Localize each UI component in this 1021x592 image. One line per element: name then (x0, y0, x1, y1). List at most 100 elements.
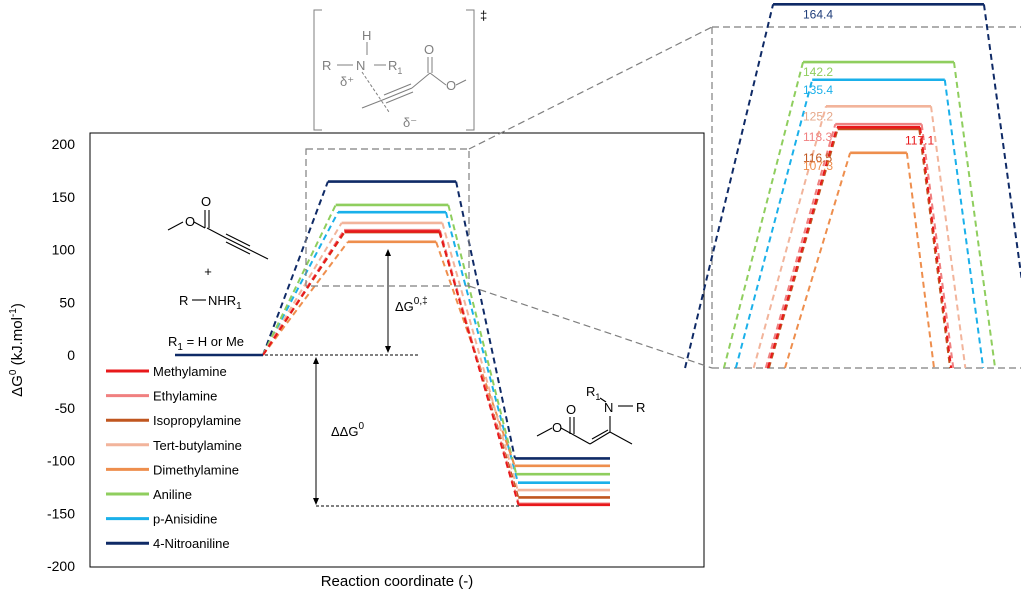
product-ester-o: O (552, 420, 562, 435)
zoom-region-box (305, 148, 470, 287)
r1-definition: R1 = H or Me (168, 334, 244, 353)
inset-fall (952, 61, 997, 369)
profile-aniline (262, 203, 610, 476)
profile-rise (262, 204, 337, 356)
profile-dimethylamine (262, 240, 610, 468)
y-tick-label: 0 (67, 347, 75, 363)
inset-rise (764, 123, 837, 369)
inset-profile-isopropylamine (767, 127, 952, 369)
inset-rise (722, 61, 804, 369)
inset-profile-aniline (722, 60, 997, 369)
inset-rise (767, 128, 839, 369)
plot-frame (89, 132, 705, 568)
profile-tert-butylamine (262, 221, 610, 492)
inset-rise (784, 152, 852, 369)
ts-ester-o: O (446, 78, 456, 93)
inset-fall (918, 128, 952, 369)
profile-4-nitroaniline (262, 180, 610, 460)
ts-h-label: H (362, 28, 371, 43)
inset-rise (766, 127, 838, 369)
inset-rise (684, 4, 775, 369)
y-tick-label: -100 (47, 453, 75, 469)
ester-oxygen-label: O (185, 214, 195, 229)
inset-profile-ethylamine (764, 122, 955, 369)
ts-carbonyl-o: O (424, 42, 434, 57)
ts-r1-label: R1 (388, 58, 402, 76)
inset-value-label: 142.2 (803, 65, 833, 79)
inset-fall (930, 106, 967, 369)
inset-fall (943, 79, 985, 369)
ts-delta-minus: δ⁻ (403, 115, 417, 130)
profile-rise (262, 230, 346, 356)
profile-fall (444, 211, 519, 483)
inset-rise (734, 79, 814, 369)
reactant-ester-structure (167, 210, 269, 260)
y-tick-label: -200 (47, 558, 75, 574)
x-axis-title: Reaction coordinate (-) (321, 573, 474, 590)
inset-fall (982, 4, 1021, 282)
legend-label: Tert-butylamine (153, 438, 242, 453)
y-tick-label: 200 (52, 136, 76, 152)
y-tick-label: -150 (47, 505, 75, 521)
inset-profile-p-anisidine (734, 78, 985, 369)
transition-state-structure: R N H R1 δ⁺ δ⁻ O O ‡ (313, 8, 487, 131)
activation-arrow-head-bottom (385, 346, 391, 353)
profile-methylamine (262, 230, 610, 507)
ts-delta-plus: δ⁺ (340, 74, 354, 89)
profile-ethylamine (262, 228, 610, 506)
inset-profiles (684, 3, 1021, 369)
legend-label: 4-Nitroaniline (153, 536, 230, 551)
profile-fall (447, 204, 518, 475)
legend-label: Ethylamine (153, 389, 217, 404)
profile-rise (262, 181, 329, 356)
reactant-plus-sign: + (204, 264, 212, 279)
profile-rise (262, 211, 339, 356)
inset-profile-4-nitroaniline (684, 3, 1021, 369)
inset-value-label: 125.2 (803, 109, 833, 123)
inset-value-label: 117.1 (905, 133, 934, 147)
y-axis-title: ΔG0 (kJ.mol-1) (8, 303, 26, 397)
profile-p-anisidine (262, 210, 610, 484)
inset-fall (905, 152, 936, 369)
inset-rise (752, 106, 827, 369)
carbonyl-oxygen-label: O (201, 194, 211, 209)
inset-profile-dimethylamine (784, 151, 936, 369)
zoom-connector-bottom (468, 285, 713, 369)
ts-r-label: R (322, 58, 331, 73)
product-n-label: N (604, 400, 613, 415)
reaction-energy-label: ΔΔG0 (331, 421, 364, 439)
reaction-arrow-head-bottom (313, 498, 319, 505)
inset-value-label: 164.4 (803, 7, 833, 21)
y-axis-ticks: 200 150 100 50 0 -50 -100 -150 -200 (47, 136, 75, 574)
inset-fall (919, 127, 953, 369)
zoom-connector-top (468, 26, 713, 150)
legend-label: Isopropylamine (153, 413, 241, 428)
inset-value-label: 118.3 (803, 130, 832, 144)
y-tick-label: 50 (59, 294, 75, 310)
activation-energy-label: ΔG0,‡ (395, 296, 428, 314)
ts-n-label: N (356, 58, 365, 73)
inset-profile-methylamine (766, 126, 953, 369)
energy-profiles (175, 180, 610, 507)
y-tick-label: 150 (52, 189, 76, 205)
y-tick-label: 100 (52, 242, 76, 258)
product-r-label: R (636, 400, 645, 415)
inset-value-label: 135.4 (803, 83, 833, 97)
product-r1-label: R1 (586, 384, 600, 402)
profile-rise (262, 241, 349, 356)
legend-label: Aniline (153, 487, 192, 502)
inset-value-label: 116.5 (803, 151, 832, 165)
legend-label: Dimethylamine (153, 462, 239, 477)
activation-arrow-head-top (385, 249, 391, 256)
legend: Methylamine Ethylamine Isopropylamine Tert-… (106, 364, 242, 551)
y-tick-label: -50 (55, 400, 75, 416)
inset-value-label: 107.3 (803, 159, 833, 173)
product-carbonyl-o: O (566, 402, 576, 417)
profile-fall (441, 222, 519, 491)
legend-label: Methylamine (153, 364, 227, 379)
product-structure (536, 397, 633, 445)
legend-label: p-Anisidine (153, 512, 217, 527)
